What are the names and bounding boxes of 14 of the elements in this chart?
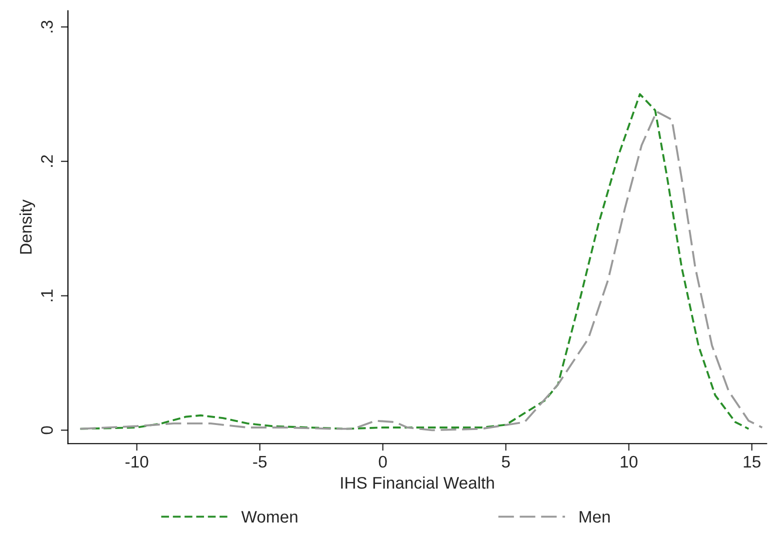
- y-tick-label: .2: [41, 155, 53, 167]
- x-tick-label: -5: [253, 456, 267, 468]
- legend-label: Women: [241, 511, 298, 523]
- legend-label: Men: [580, 511, 610, 523]
- x-axis-title: IHS Financial Wealth: [341, 476, 494, 489]
- x-tick-label: 10: [620, 456, 638, 468]
- x-tick-label: 15: [744, 456, 760, 468]
- x-tick-label: -10: [126, 456, 148, 468]
- x-tick-label: 5: [502, 456, 510, 468]
- y-tick-label: .1: [41, 290, 53, 302]
- y-tick-label: 0: [41, 426, 53, 434]
- y-axis-title: Density: [20, 199, 36, 254]
- x-tick-label: 0: [378, 456, 387, 468]
- y-tick-label: .3: [41, 20, 53, 32]
